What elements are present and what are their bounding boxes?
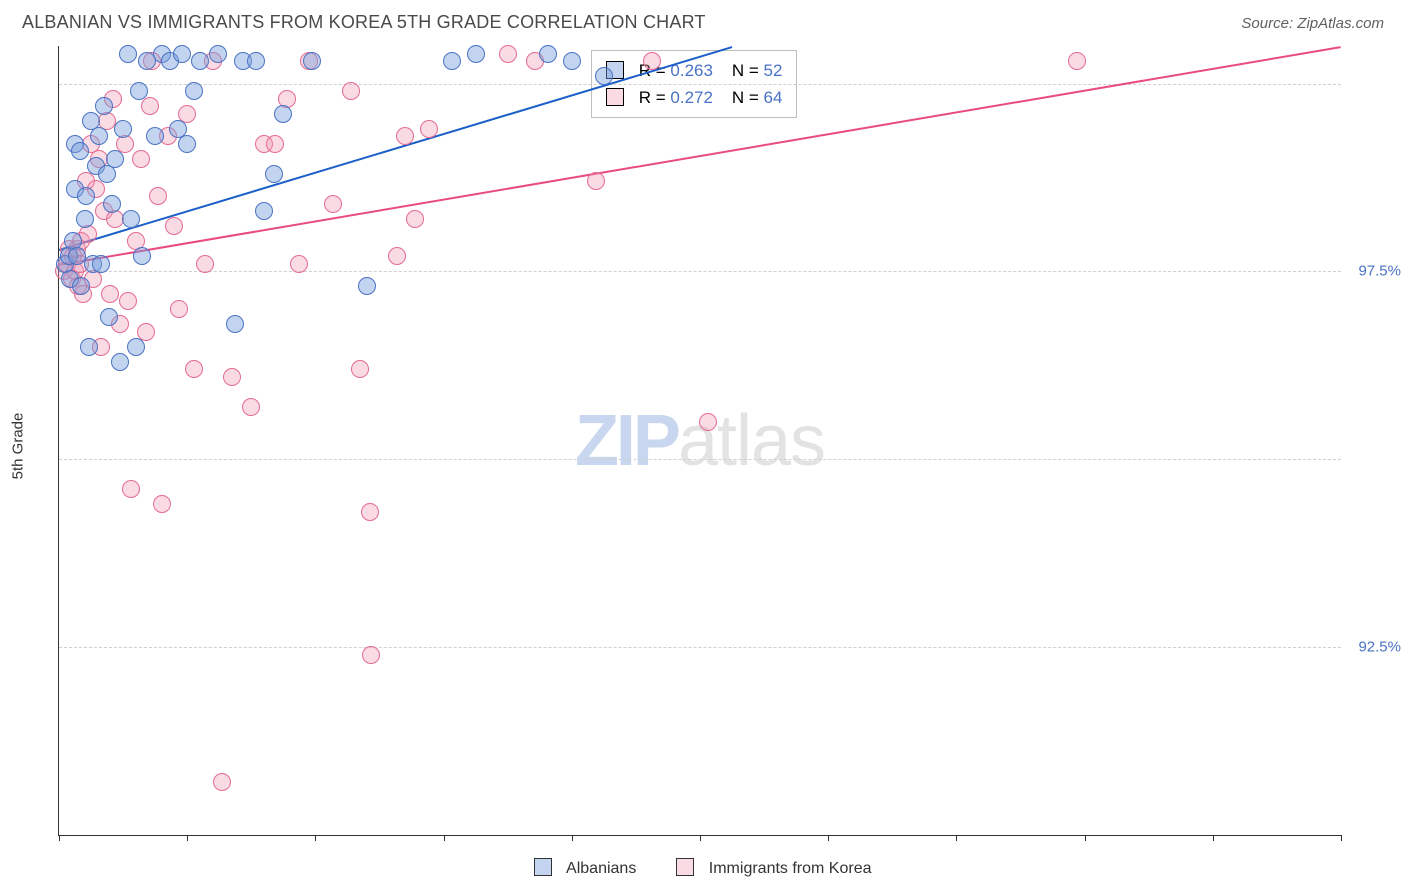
data-point [111, 353, 129, 371]
data-point [362, 646, 380, 664]
data-point [92, 255, 110, 273]
x-tick [187, 835, 188, 841]
data-point [361, 503, 379, 521]
stats-row-pink: R = 0.272 N = 64 [606, 84, 782, 111]
data-point [351, 360, 369, 378]
data-point [71, 142, 89, 160]
stats-row-blue: R = 0.263 N = 52 [606, 57, 782, 84]
source-citation: Source: ZipAtlas.com [1241, 15, 1384, 32]
data-point [1068, 52, 1086, 70]
data-point [226, 315, 244, 333]
data-point [185, 360, 203, 378]
data-point [388, 247, 406, 265]
data-point [95, 97, 113, 115]
data-point [149, 187, 167, 205]
y-tick-label: 97.5% [1358, 263, 1401, 280]
data-point [196, 255, 214, 273]
data-point [539, 45, 557, 63]
data-point [587, 172, 605, 190]
data-point [247, 52, 265, 70]
data-point [191, 52, 209, 70]
data-point [103, 195, 121, 213]
data-point [119, 292, 137, 310]
legend-swatch-blue [534, 858, 552, 876]
data-point [266, 135, 284, 153]
x-tick [700, 835, 701, 841]
x-tick [1341, 835, 1342, 841]
data-point [499, 45, 517, 63]
grid-line [59, 647, 1341, 648]
data-point [255, 202, 273, 220]
data-point [127, 338, 145, 356]
data-point [100, 308, 118, 326]
data-point [563, 52, 581, 70]
header: ALBANIAN VS IMMIGRANTS FROM KOREA 5TH GR… [0, 0, 1406, 39]
legend-swatch-pink [676, 858, 694, 876]
data-point [342, 82, 360, 100]
chart-area: ZIPatlas R = 0.263 N = 52 R = 0.272 N = … [58, 46, 1341, 836]
data-point [396, 127, 414, 145]
data-point [122, 210, 140, 228]
data-point [173, 45, 191, 63]
grid-line [59, 271, 1341, 272]
data-point [146, 127, 164, 145]
data-point [223, 368, 241, 386]
x-tick [572, 835, 573, 841]
legend-item-albanians: Albanians [534, 858, 636, 878]
x-tick [828, 835, 829, 841]
data-point [178, 135, 196, 153]
data-point [443, 52, 461, 70]
data-point [265, 165, 283, 183]
data-point [77, 187, 95, 205]
data-point [72, 277, 90, 295]
data-point [467, 45, 485, 63]
data-point [324, 195, 342, 213]
plot-area: ZIPatlas R = 0.263 N = 52 R = 0.272 N = … [59, 46, 1341, 835]
x-tick [315, 835, 316, 841]
data-point [406, 210, 424, 228]
data-point [101, 285, 119, 303]
data-point [170, 300, 188, 318]
data-point [290, 255, 308, 273]
y-tick-label: 92.5% [1358, 639, 1401, 656]
data-point [358, 277, 376, 295]
data-point [643, 52, 661, 70]
trend-line [59, 46, 733, 251]
chart-title: ALBANIAN VS IMMIGRANTS FROM KOREA 5TH GR… [22, 12, 706, 33]
watermark: ZIPatlas [575, 400, 825, 482]
data-point [213, 773, 231, 791]
data-point [141, 97, 159, 115]
data-point [133, 247, 151, 265]
x-tick [1085, 835, 1086, 841]
data-point [90, 127, 108, 145]
data-point [122, 480, 140, 498]
data-point [274, 105, 292, 123]
y-axis-title: 5th Grade [10, 413, 27, 480]
data-point [185, 82, 203, 100]
data-point [132, 150, 150, 168]
data-point [209, 45, 227, 63]
legend-item-korea: Immigrants from Korea [676, 858, 871, 878]
data-point [153, 495, 171, 513]
data-point [114, 120, 132, 138]
data-point [130, 82, 148, 100]
data-point [420, 120, 438, 138]
x-tick [1213, 835, 1214, 841]
grid-line [59, 459, 1341, 460]
data-point [106, 150, 124, 168]
x-tick [956, 835, 957, 841]
bottom-legend: Albanians Immigrants from Korea [0, 858, 1406, 878]
data-point [119, 45, 137, 63]
data-point [699, 413, 717, 431]
data-point [80, 338, 98, 356]
data-point [242, 398, 260, 416]
x-tick [59, 835, 60, 841]
data-point [76, 210, 94, 228]
x-tick [444, 835, 445, 841]
legend-swatch-pink [606, 88, 624, 106]
data-point [303, 52, 321, 70]
data-point [165, 217, 183, 235]
grid-line [59, 84, 1341, 85]
data-point [595, 67, 613, 85]
